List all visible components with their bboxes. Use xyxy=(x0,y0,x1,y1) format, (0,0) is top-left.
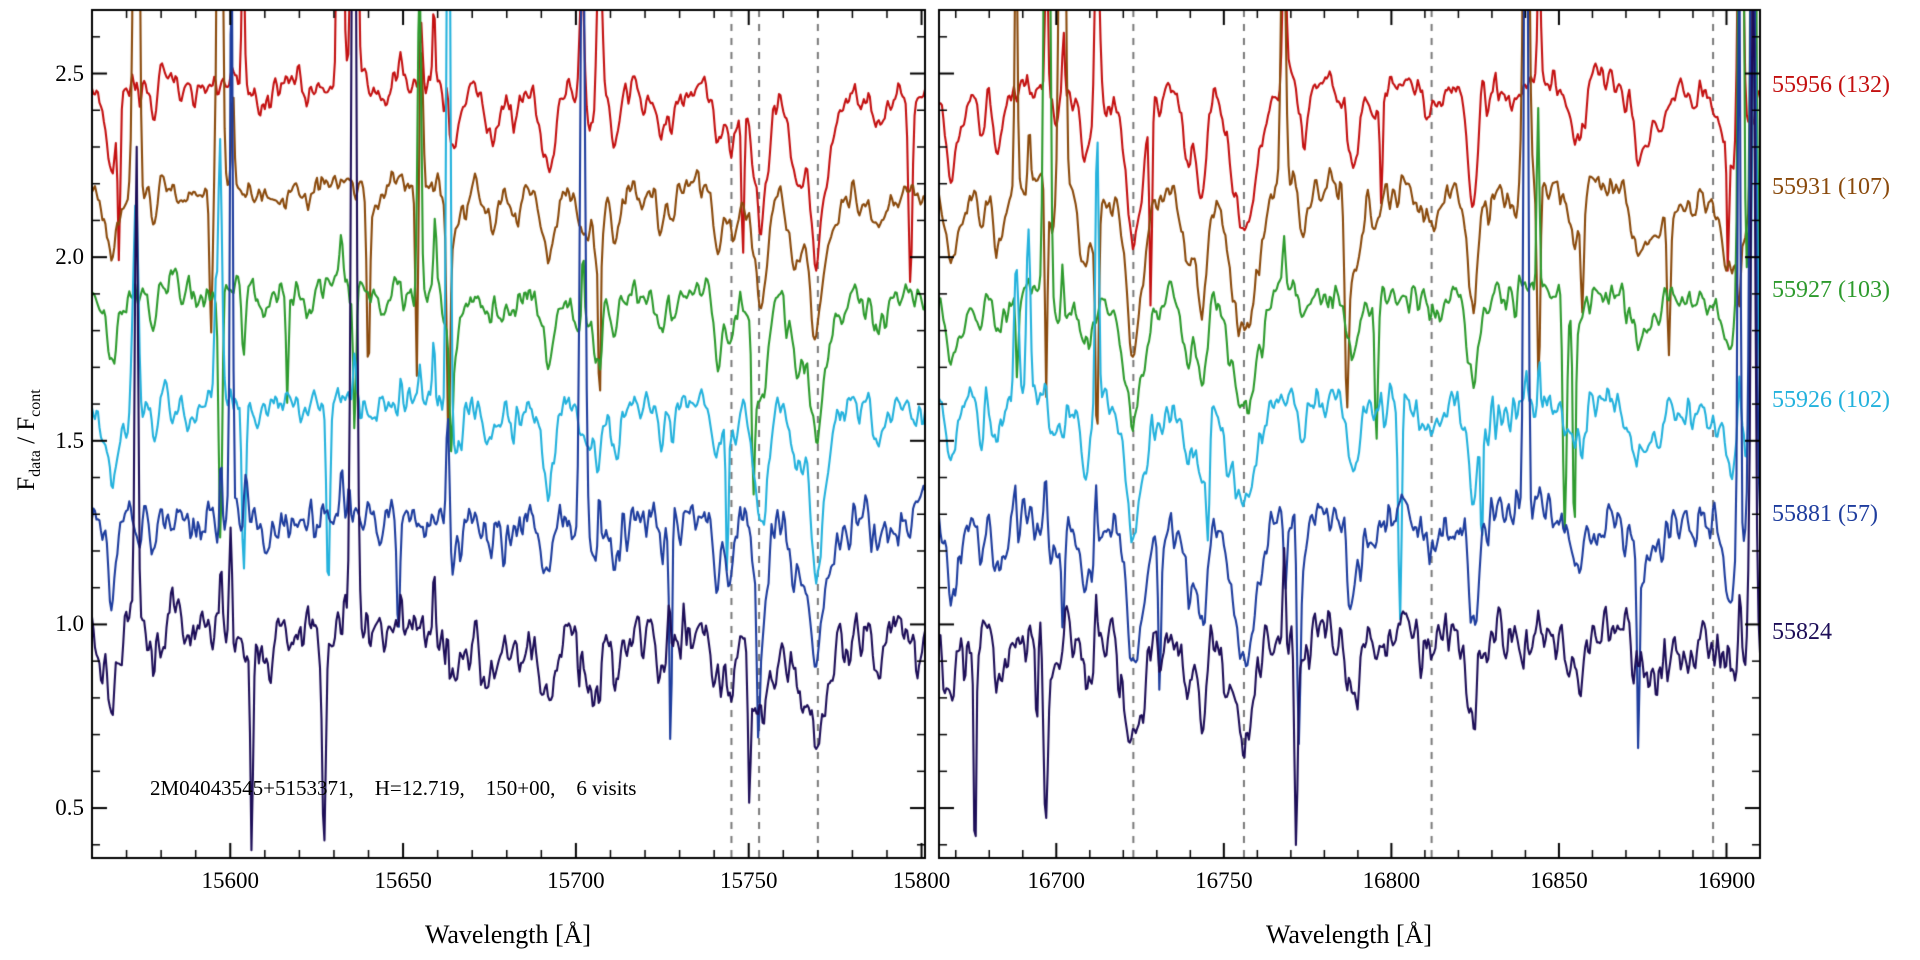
x-tick-label: 15800 xyxy=(892,868,951,893)
x-tick-label: 16850 xyxy=(1530,868,1588,893)
y-axis-label-sub: data xyxy=(27,450,44,477)
x-tick-label: 16700 xyxy=(1027,868,1086,893)
series-label: 55956 (132) xyxy=(1772,71,1890,98)
x-tick-label: 16750 xyxy=(1195,868,1253,893)
x-tick-label: 15750 xyxy=(719,868,778,893)
y-axis-label-part: F xyxy=(13,476,40,491)
y-tick-label: 1.0 xyxy=(55,611,84,637)
x-tick-label: 16800 xyxy=(1362,868,1421,893)
series-label: 55927 (103) xyxy=(1772,277,1890,304)
series-label: 55926 (102) xyxy=(1772,387,1890,414)
y-axis-label-sub: cont xyxy=(27,389,44,417)
target-annotation: 2M04043545+5153371, H=12.719, 150+00, 6 … xyxy=(150,776,637,800)
y-tick-label: 2.5 xyxy=(55,60,84,86)
x-tick-label: 15700 xyxy=(547,868,605,893)
series-label: 55881 (57) xyxy=(1772,501,1878,528)
y-tick-label: 1.5 xyxy=(55,427,84,453)
x-tick-label: 16900 xyxy=(1697,868,1756,893)
x-axis-label-right: Wavelength [Å] xyxy=(1265,920,1433,949)
x-tick-label: 15600 xyxy=(201,868,260,893)
series-label: 55931 (107) xyxy=(1772,174,1890,201)
x-tick-label: 15650 xyxy=(374,868,432,893)
y-tick-label: 0.5 xyxy=(55,795,84,821)
series-label: 55824 xyxy=(1772,618,1832,645)
y-tick-label: 2.0 xyxy=(55,244,84,270)
x-axis-label-left: Wavelength [Å] xyxy=(424,920,592,949)
